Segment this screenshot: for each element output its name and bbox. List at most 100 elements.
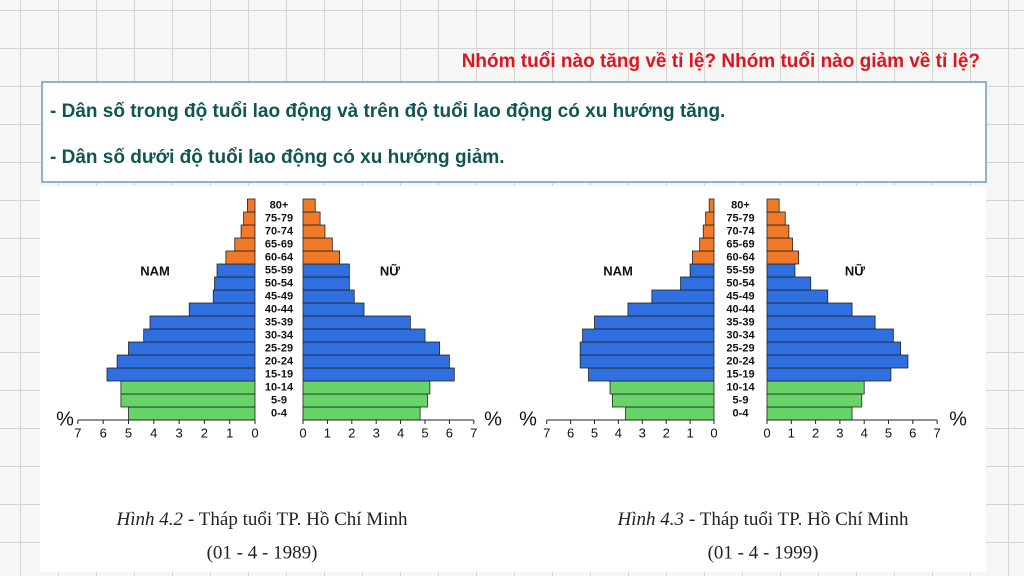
- age-label: 80+: [270, 199, 289, 211]
- x-tick-label: 7: [543, 425, 550, 440]
- age-label: 0-4: [733, 407, 750, 419]
- male-bar: [214, 276, 256, 291]
- female-bar: [766, 263, 796, 278]
- caption-title: - Tháp tuổi TP. Hồ Chí Minh: [689, 509, 909, 530]
- age-label: 60-64: [726, 251, 755, 263]
- male-bar: [116, 354, 256, 369]
- age-label: 75-79: [726, 212, 754, 224]
- female-bar: [302, 341, 441, 356]
- male-bar: [128, 341, 256, 356]
- male-bar: [708, 198, 715, 213]
- x-tick-label: 0: [763, 425, 770, 440]
- x-tick-label: 2: [201, 425, 208, 440]
- male-bar: [627, 302, 715, 317]
- x-tick-label: 5: [125, 425, 132, 440]
- x-tick-label: 1: [788, 425, 795, 440]
- male-bar: [689, 263, 715, 278]
- axis-unit: %: [56, 408, 74, 430]
- x-tick-label: 3: [373, 425, 380, 440]
- female-bar: [302, 211, 321, 226]
- age-label: 30-34: [265, 329, 294, 341]
- caption: Hình 4.3- Tháp tuổi TP. Hồ Chí Minh: [617, 509, 909, 530]
- female-bar: [302, 263, 350, 278]
- female-bar: [302, 276, 350, 291]
- female-bar: [766, 302, 853, 317]
- x-tick-label: 1: [226, 425, 233, 440]
- female-bar: [766, 289, 829, 304]
- male-bar: [240, 224, 256, 239]
- age-label: 5-9: [271, 394, 287, 406]
- age-label: 65-69: [726, 238, 754, 250]
- male-bar: [243, 211, 256, 226]
- x-tick-label: 5: [421, 425, 428, 440]
- female-bar: [766, 328, 894, 343]
- x-tick-label: 7: [933, 425, 940, 440]
- male-bar: [579, 341, 715, 356]
- male-bar: [692, 250, 715, 265]
- male-bar: [699, 237, 715, 252]
- x-tick-label: 4: [861, 425, 868, 440]
- female-bar: [766, 341, 902, 356]
- female-bar: [302, 302, 365, 317]
- female-bar: [302, 380, 431, 395]
- age-label: 35-39: [265, 316, 293, 328]
- female-bar: [302, 393, 428, 408]
- x-tick-label: 4: [397, 425, 404, 440]
- male-bar: [234, 237, 256, 252]
- age-label: 35-39: [726, 316, 754, 328]
- axis-unit: %: [519, 408, 537, 430]
- side-label: NAM: [603, 263, 633, 278]
- side-label: NỮ: [845, 263, 865, 278]
- x-tick-label: 5: [885, 425, 892, 440]
- age-label: 40-44: [726, 303, 755, 315]
- age-label: 60-64: [265, 251, 294, 263]
- male-bar: [651, 289, 715, 304]
- female-bar: [766, 393, 863, 408]
- age-label: 5-9: [733, 394, 749, 406]
- axis-unit: %: [949, 408, 967, 430]
- female-bar: [302, 237, 333, 252]
- female-bar: [766, 315, 876, 330]
- female-bar: [766, 237, 793, 252]
- age-label: 20-24: [726, 355, 755, 367]
- x-tick-label: 4: [150, 425, 157, 440]
- x-tick-label: 3: [175, 425, 182, 440]
- figure-label: Hình 4.2: [116, 509, 184, 530]
- age-label: 10-14: [265, 381, 294, 393]
- female-bar: [766, 367, 892, 382]
- question: Nhóm tuổi nào tăng về tỉ lệ? Nhóm tuổi n…: [462, 51, 980, 72]
- male-bar: [594, 315, 715, 330]
- female-bar: [766, 211, 786, 226]
- female-bar: [302, 328, 426, 343]
- population-pyramid: 0-45-910-1415-1920-2425-2930-3435-3940-4…: [56, 198, 502, 563]
- age-label: 55-59: [265, 264, 293, 276]
- age-label: 50-54: [265, 277, 294, 289]
- male-bar: [612, 393, 715, 408]
- x-tick-label: 2: [348, 425, 355, 440]
- x-tick-label: 6: [446, 425, 453, 440]
- age-label: 65-69: [265, 238, 293, 250]
- female-bar: [766, 224, 790, 239]
- x-tick-label: 4: [615, 425, 622, 440]
- x-tick-label: 3: [836, 425, 843, 440]
- male-bar: [106, 367, 256, 382]
- figure-label: Hình 4.3: [617, 509, 685, 530]
- age-label: 45-49: [726, 290, 754, 302]
- male-bar: [120, 380, 256, 395]
- female-bar: [302, 289, 355, 304]
- female-bar: [766, 250, 799, 265]
- x-tick-label: 2: [663, 425, 670, 440]
- age-label: 10-14: [726, 381, 755, 393]
- x-tick-label: 7: [74, 425, 81, 440]
- male-bar: [625, 406, 715, 421]
- male-bar: [588, 367, 715, 382]
- female-bar: [766, 354, 909, 369]
- male-bar: [212, 289, 256, 304]
- male-bar: [582, 328, 715, 343]
- x-tick-label: 2: [812, 425, 819, 440]
- male-bar: [702, 224, 715, 239]
- female-bar: [302, 367, 455, 382]
- age-label: 80+: [731, 199, 750, 211]
- x-tick-label: 6: [909, 425, 916, 440]
